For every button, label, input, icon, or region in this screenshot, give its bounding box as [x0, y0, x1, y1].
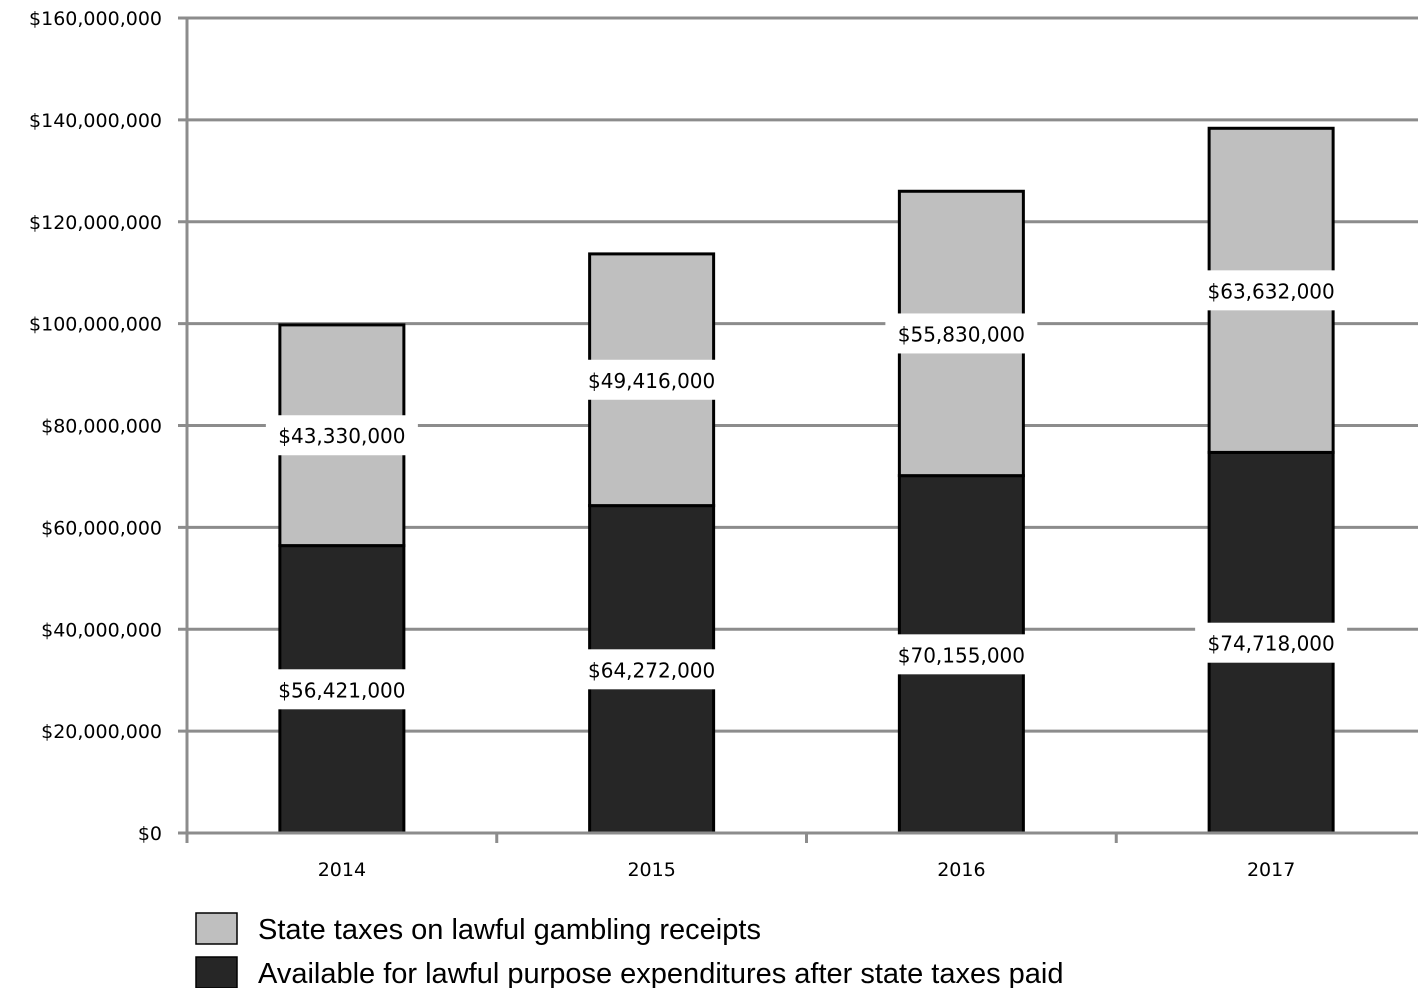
- y-tick-label: $80,000,000: [41, 416, 162, 438]
- y-tick-label: $100,000,000: [29, 314, 162, 336]
- x-axis-ticks: 2014 2015 2016 2017: [185, 833, 1295, 881]
- y-tick-label: $140,000,000: [29, 110, 162, 132]
- data-label-background: [1195, 270, 1348, 311]
- data-label-background: [575, 649, 728, 690]
- y-tick-label: $40,000,000: [41, 619, 162, 641]
- data-label-text: $74,718,000: [1208, 632, 1335, 656]
- data-label-2-1: $55,830,000: [885, 313, 1038, 354]
- data-label-text: $55,830,000: [898, 322, 1025, 346]
- data-label-1-1: $49,416,000: [575, 359, 728, 400]
- data-label-2-0: $70,155,000: [885, 634, 1038, 675]
- data-label-background: [885, 634, 1038, 675]
- data-label-text: $63,632,000: [1208, 279, 1335, 303]
- axes: [185, 18, 1418, 843]
- data-label-text: $70,155,000: [898, 643, 1025, 667]
- x-tick-label: 2016: [937, 859, 985, 881]
- data-label-text: $56,421,000: [278, 678, 405, 702]
- y-tick-label: $120,000,000: [29, 212, 162, 234]
- legend-swatch: [195, 956, 238, 988]
- y-tick-label: $0: [138, 823, 162, 845]
- data-label-text: $49,416,000: [588, 369, 715, 393]
- y-axis-ticks: $0 $20,000,000 $40,000,000 $60,000,000 $80,0…: [29, 8, 187, 845]
- x-tick-label: 2014: [318, 859, 366, 881]
- data-label-text: $43,330,000: [278, 424, 405, 448]
- legend-swatch: [195, 912, 238, 945]
- data-label-background: [885, 313, 1038, 354]
- data-label-background: [1195, 622, 1348, 663]
- data-label-1-0: $64,272,000: [575, 649, 728, 690]
- data-label-background: [575, 359, 728, 400]
- data-label-3-1: $63,632,000: [1195, 270, 1348, 311]
- data-label-background: [265, 415, 418, 456]
- x-tick-label: 2015: [627, 859, 675, 881]
- bars: [278, 126, 1335, 835]
- legend-label: State taxes on lawful gambling receipts: [258, 914, 761, 946]
- data-label-0-1: $43,330,000: [265, 415, 418, 456]
- y-tick-label: $20,000,000: [41, 721, 162, 743]
- y-tick-label: $160,000,000: [29, 8, 162, 30]
- data-label-0-0: $56,421,000: [265, 669, 418, 710]
- legend-label: Available for lawful purpose expenditure…: [258, 958, 1064, 988]
- data-label-text: $64,272,000: [588, 658, 715, 682]
- data-label-background: [265, 669, 418, 710]
- data-labels: $56,421,000 $43,330,000 $64,272,000 $49,416…: [265, 270, 1348, 710]
- data-label-3-0: $74,718,000: [1195, 622, 1348, 663]
- legend-item-state-taxes: State taxes on lawful gambling receipts: [195, 912, 761, 946]
- y-tick-label: $60,000,000: [41, 517, 162, 539]
- x-tick-label: 2017: [1247, 859, 1295, 881]
- legend-item-available: Available for lawful purpose expenditure…: [195, 956, 1064, 988]
- legend: State taxes on lawful gambling receipts A…: [195, 912, 1064, 988]
